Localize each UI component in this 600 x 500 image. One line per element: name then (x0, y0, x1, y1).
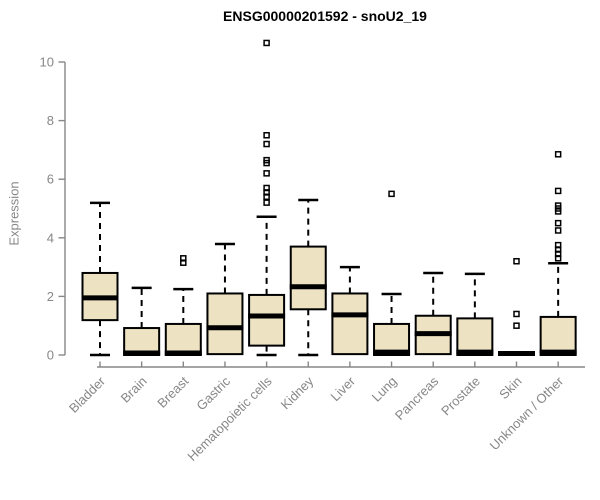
outlier-point-lung (388, 190, 395, 198)
category-label-breast: Breast (154, 373, 191, 410)
category-label-bladder: Bladder (66, 373, 109, 416)
y-tick-label: 0 (47, 348, 54, 363)
y-tick-label: 2 (47, 289, 54, 304)
category-label-lung: Lung (369, 374, 400, 405)
category-label-skin: Skin (496, 374, 524, 402)
outlier-point-hematopoietic-cells (263, 156, 270, 164)
outlier-point-hematopoietic-cells (263, 170, 270, 177)
outlier-point-hematopoietic-cells (263, 184, 270, 192)
outlier-point-unknown-other (554, 219, 562, 227)
outlier-point-unknown-other (554, 151, 562, 158)
outlier-point-unknown-other (554, 202, 562, 209)
outlier-point-unknown-other (554, 187, 562, 195)
outlier-point-hematopoietic-cells (263, 140, 270, 148)
category-label-gastric: Gastric (193, 373, 233, 413)
box-breast (164, 322, 202, 356)
outlier-point-hematopoietic-cells (263, 39, 270, 47)
outlier-point-skin (513, 257, 520, 265)
box-kidney (289, 245, 327, 311)
outlier-point-hematopoietic-cells (263, 199, 270, 206)
y-tick-label: 10 (40, 55, 54, 70)
box-liver (331, 292, 369, 356)
category-label-liver: Liver (327, 373, 358, 404)
box-gastric (206, 292, 244, 356)
category-label-unknown-other: Unknown / Other (487, 373, 567, 453)
category-label-kidney: Kidney (278, 373, 317, 412)
box-hematopoietic-cells (248, 293, 286, 347)
y-tick-label: 8 (47, 113, 54, 128)
chart-title: ENSG00000201592 - snoU2_19 (223, 8, 427, 24)
outlier-point-skin (513, 322, 520, 329)
outlier-point-unknown-other (554, 227, 562, 234)
category-label-pancreas: Pancreas (392, 373, 442, 423)
outlier-point-breast (180, 255, 187, 262)
outlier-point-skin (513, 310, 520, 318)
category-label-brain: Brain (118, 374, 150, 406)
box-unknown-other (539, 315, 577, 357)
outlier-point-unknown-other (554, 241, 562, 249)
y-tick-label: 6 (47, 172, 54, 187)
y-tick-label: 4 (47, 230, 54, 245)
category-label-prostate: Prostate (438, 374, 483, 419)
outlier-point-hematopoietic-cells (263, 132, 270, 139)
box-prostate (456, 317, 494, 356)
